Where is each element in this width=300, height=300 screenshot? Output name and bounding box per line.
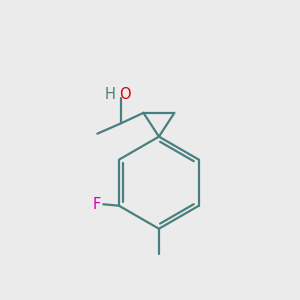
Text: O: O bbox=[119, 87, 130, 102]
Text: H: H bbox=[104, 87, 115, 102]
Text: F: F bbox=[93, 197, 101, 212]
